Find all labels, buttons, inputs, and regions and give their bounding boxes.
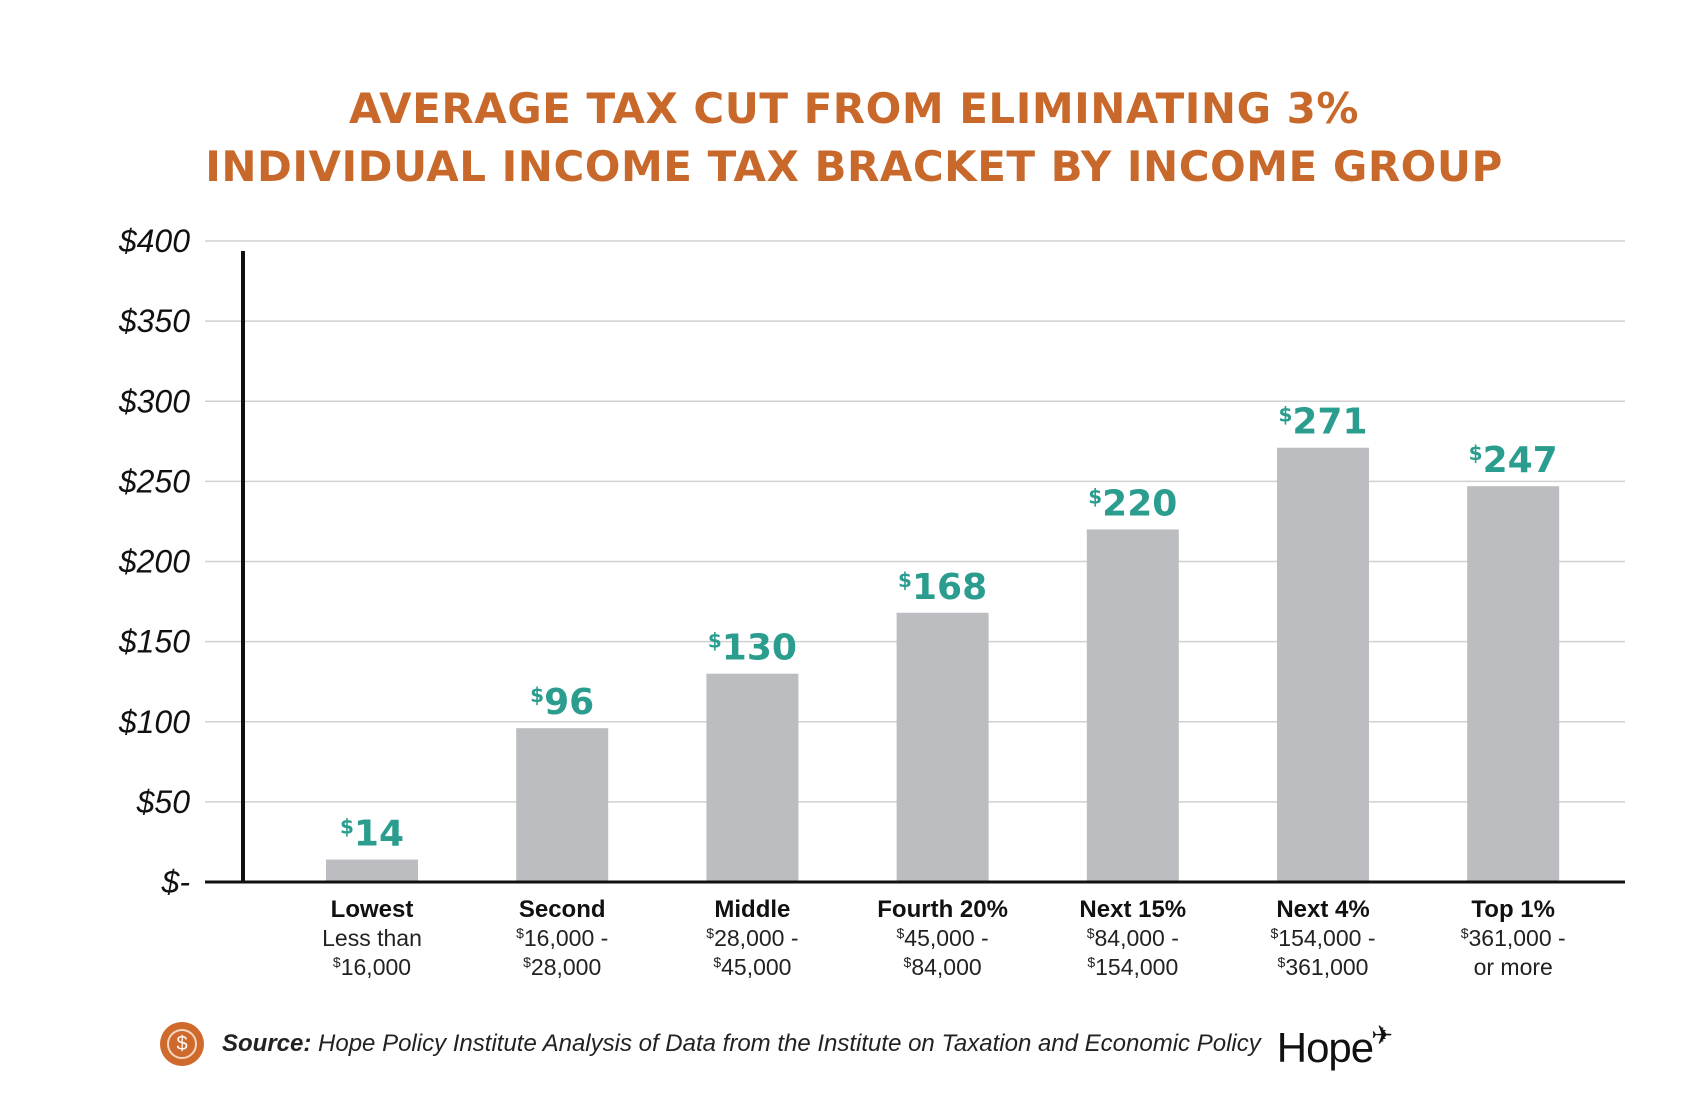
- x-tick-range-label: $28,000: [523, 954, 601, 980]
- dove-icon: ✈: [1371, 1019, 1393, 1050]
- x-tick-range-label: $16,000: [333, 954, 411, 980]
- chart-title: AVERAGE TAX CUT FROM ELIMINATING 3% INDI…: [0, 80, 1708, 196]
- y-tick-label: $150: [118, 624, 190, 660]
- y-tick-label: $200: [118, 544, 190, 580]
- x-tick-label: Lowest: [331, 896, 414, 923]
- x-tick-range-label: Less than: [322, 925, 422, 951]
- title-line-1: AVERAGE TAX CUT FROM ELIMINATING 3%: [349, 84, 1359, 133]
- x-tick-range-label: $45,000: [713, 954, 791, 980]
- x-tick-range-label: $28,000 -: [706, 925, 798, 951]
- x-tick-range-label: $361,000: [1278, 954, 1369, 980]
- data-label: $130: [708, 628, 797, 669]
- x-tick-label: Next 4%: [1276, 896, 1369, 923]
- bar: [326, 859, 418, 882]
- x-tick-label: Top 1%: [1471, 896, 1555, 923]
- bar: [1086, 529, 1179, 882]
- x-tick-range-label: or more: [1474, 954, 1553, 980]
- x-tick-range-label: $84,000: [904, 954, 982, 980]
- bar: [1467, 486, 1560, 882]
- x-tick-range-label: $16,000 -: [516, 925, 608, 951]
- data-label: $271: [1278, 402, 1367, 443]
- y-tick-label: $100: [118, 704, 190, 740]
- bar: [516, 728, 609, 882]
- x-tick-range-label: $84,000 -: [1087, 925, 1179, 951]
- data-label: $14: [340, 814, 404, 855]
- bar: [1277, 447, 1369, 882]
- x-tick-range-label: $45,000 -: [896, 925, 988, 951]
- y-tick-label: $300: [118, 383, 190, 419]
- x-tick-range-label: $361,000 -: [1461, 925, 1566, 951]
- y-tick-label: $250: [118, 463, 190, 499]
- source-footer: $ Source: Hope Policy Institute Analysis…: [160, 1015, 1393, 1073]
- source-text: Source: Hope Policy Institute Analysis o…: [222, 1030, 1261, 1058]
- x-tick-label: Middle: [714, 896, 790, 923]
- y-tick-label: $350: [118, 303, 190, 339]
- source-label: Source:: [222, 1030, 312, 1057]
- data-label: $96: [530, 682, 594, 723]
- x-tick-label: Fourth 20%: [877, 896, 1008, 923]
- data-label: $168: [898, 567, 987, 608]
- x-tick-label: Second: [519, 896, 606, 923]
- hope-logo: Hope ✈: [1277, 1020, 1393, 1069]
- data-label: $220: [1088, 483, 1177, 524]
- y-tick-label: $50: [136, 784, 191, 820]
- x-tick-label: Next 15%: [1079, 896, 1186, 923]
- x-tick-range-label: $154,000 -: [1271, 925, 1376, 951]
- y-tick-label: $-: [161, 864, 190, 900]
- title-line-2: INDIVIDUAL INCOME TAX BRACKET BY INCOME …: [205, 142, 1503, 191]
- bar-chart: $- $50 $100 $150 $200 $250 $300 $350 $400 $14 $96 $…: [118, 223, 1625, 980]
- bar: [896, 612, 989, 882]
- y-tick-label: $400: [118, 223, 190, 259]
- logo-text: Hope: [1276, 1023, 1374, 1071]
- source-description: Hope Policy Institute Analysis of Data f…: [318, 1030, 1261, 1057]
- x-tick-range-label: $154,000: [1087, 954, 1178, 980]
- dollar-coin-icon: $: [160, 1022, 204, 1066]
- data-label: $247: [1469, 440, 1558, 481]
- bar: [706, 673, 799, 882]
